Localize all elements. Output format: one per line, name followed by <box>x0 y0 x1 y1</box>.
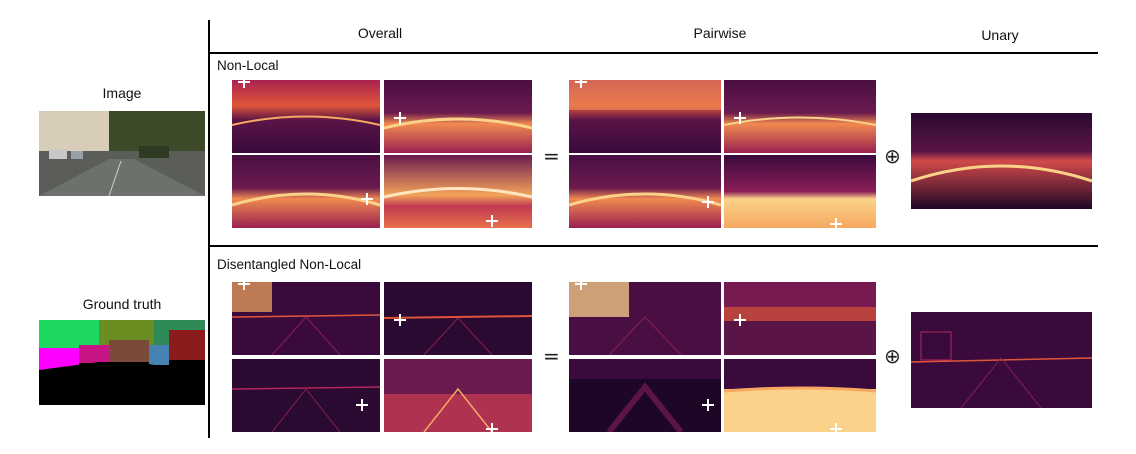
column-header-overall: Overall <box>357 25 403 41</box>
query-point-marker <box>486 215 498 227</box>
row-title-disentangled-non-local: Disentangled Non-Local <box>217 257 362 272</box>
query-point-marker <box>238 76 250 88</box>
dnl-overall-map-3 <box>232 359 380 432</box>
dnl-unary-map <box>911 312 1092 408</box>
row-divider <box>208 245 1098 247</box>
dnl-pairwise-map-4 <box>724 359 876 432</box>
query-point-marker <box>238 278 250 290</box>
query-point-marker <box>575 278 587 290</box>
dnl-pairwise-map-1 <box>569 282 721 355</box>
equals-sign: = <box>543 344 560 368</box>
query-point-marker <box>394 112 406 124</box>
query-point-marker <box>702 399 714 411</box>
query-point-marker <box>361 193 373 205</box>
query-point-marker <box>830 218 842 230</box>
ground-truth-label: Ground truth <box>82 296 162 312</box>
nonlocal-pairwise-map-1 <box>569 80 721 153</box>
query-point-marker <box>394 314 406 326</box>
query-point-marker <box>575 76 587 88</box>
query-point-marker <box>734 112 746 124</box>
nonlocal-pairwise-map-2 <box>724 80 876 153</box>
dnl-overall-map-4 <box>384 359 532 432</box>
image-label: Image <box>102 85 142 101</box>
nonlocal-pairwise-map-4 <box>724 155 876 228</box>
nonlocal-overall-map-1 <box>232 80 380 153</box>
nonlocal-overall-map-2 <box>384 80 532 153</box>
dnl-overall-map-2 <box>384 282 532 355</box>
nonlocal-overall-map-3 <box>232 155 380 228</box>
dnl-pairwise-map-2 <box>724 282 876 355</box>
nonlocal-overall-map-4 <box>384 155 532 228</box>
query-point-marker <box>830 423 842 435</box>
column-header-pairwise: Pairwise <box>693 25 747 41</box>
query-point-marker <box>734 314 746 326</box>
dnl-overall-map-1 <box>232 282 380 355</box>
query-point-marker <box>356 399 368 411</box>
vertical-divider <box>208 20 210 438</box>
row-title-non-local: Non-Local <box>217 58 279 73</box>
header-divider <box>208 52 1098 54</box>
nonlocal-unary-map <box>911 113 1092 209</box>
input-image <box>39 111 205 196</box>
query-point-marker <box>486 423 498 435</box>
nonlocal-pairwise-map-3 <box>569 155 721 228</box>
plus-sign: ⊕ <box>884 344 901 368</box>
column-header-unary: Unary <box>981 27 1019 43</box>
query-point-marker <box>702 196 714 208</box>
ground-truth-image <box>39 320 205 405</box>
dnl-pairwise-map-3 <box>569 359 721 432</box>
plus-sign: ⊕ <box>884 144 901 168</box>
equals-sign: = <box>543 144 560 168</box>
